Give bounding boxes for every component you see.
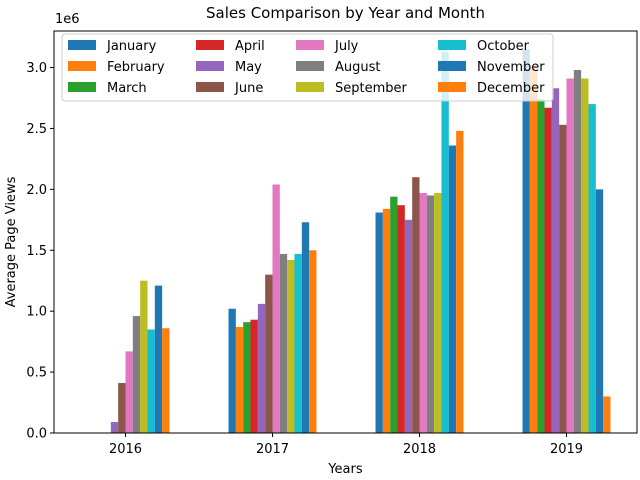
legend: January February March April May June July Augu…	[61, 33, 554, 102]
legend-swatch-august	[296, 61, 324, 71]
bar-april-2017	[250, 319, 258, 433]
bar-july-2019	[566, 78, 574, 433]
bar-april-2018	[397, 205, 405, 433]
bar-december-2019	[603, 396, 611, 433]
bar-january-2018	[375, 212, 383, 433]
bar-april-2019	[544, 107, 552, 433]
bar-november-2019	[595, 189, 604, 433]
bar-october-2019	[588, 104, 596, 433]
legend-label-april: April	[235, 39, 265, 54]
bar-october-2017	[294, 253, 302, 433]
axes-group: 0.0 0.5 1.0 1.5 2.0 2.5 3.0 2016 2017 2018 2019	[26, 30, 638, 457]
bar-november-2017	[301, 222, 310, 433]
legend-label-january: January	[106, 39, 157, 54]
x-tick-label: 2016	[109, 442, 142, 457]
bar-july-2016	[125, 351, 133, 433]
bar-august-2018	[426, 195, 435, 433]
bars-group	[110, 49, 611, 434]
legend-label-november: November	[477, 60, 545, 75]
bar-may-2019	[551, 88, 560, 433]
legend-swatch-december	[438, 82, 466, 92]
legend-swatch-october	[438, 40, 466, 50]
legend-swatch-may	[196, 61, 224, 71]
legend-label-june: June	[234, 81, 263, 96]
bar-december-2018	[456, 130, 464, 433]
bar-september-2019	[581, 78, 589, 433]
bar-february-2018	[382, 208, 391, 433]
bar-july-2018	[419, 193, 427, 433]
legend-label-october: October	[477, 39, 530, 54]
legend-label-september: September	[335, 81, 408, 96]
bar-august-2017	[279, 253, 288, 433]
bar-june-2019	[559, 124, 567, 434]
bar-august-2016	[132, 316, 141, 433]
legend-swatch-july	[296, 40, 324, 50]
y-tick-label: 2.5	[26, 122, 47, 137]
x-axis-label: Years	[327, 462, 363, 477]
bar-february-2017	[235, 327, 244, 433]
y-offset-text: 1e6	[55, 12, 80, 27]
legend-swatch-january	[68, 40, 96, 50]
bar-november-2016	[154, 285, 163, 433]
bar-june-2016	[118, 383, 126, 433]
legend-swatch-february	[68, 61, 96, 71]
bar-december-2017	[309, 250, 317, 433]
bar-september-2016	[140, 280, 148, 433]
y-tick-label: 3.0	[26, 61, 47, 76]
bar-august-2019	[573, 69, 582, 433]
bar-october-2018	[441, 51, 449, 434]
y-tick-label: 0.5	[26, 366, 47, 381]
y-tick-label: 1.0	[26, 305, 47, 320]
chart-title: Sales Comparison by Year and Month	[206, 4, 485, 22]
legend-label-may: May	[235, 60, 262, 75]
bar-september-2017	[287, 260, 295, 433]
bar-january-2017	[228, 308, 236, 433]
plot-frame	[53, 30, 638, 434]
bar-october-2016	[147, 329, 155, 433]
bar-may-2018	[404, 219, 413, 433]
bar-january-2019	[522, 49, 530, 434]
bar-november-2018	[448, 145, 457, 433]
bar-march-2017	[243, 322, 251, 433]
y-tick-label: 2.0	[26, 183, 47, 198]
legend-swatch-june	[196, 82, 224, 92]
bar-july-2017	[272, 184, 280, 433]
bar-september-2018	[434, 193, 442, 433]
bar-may-2017	[257, 303, 266, 433]
legend-label-august: August	[335, 60, 381, 75]
x-tick-label: 2018	[403, 442, 436, 457]
legend-label-december: December	[477, 81, 545, 96]
bar-june-2017	[265, 274, 273, 433]
bar-june-2018	[412, 177, 420, 433]
legend-swatch-september	[296, 82, 324, 92]
y-tick-label: 0.0	[26, 427, 47, 442]
legend-swatch-march	[68, 82, 96, 92]
y-axis-label: Average Page Views	[4, 176, 19, 307]
x-tick-label: 2017	[256, 442, 289, 457]
bar-february-2019	[529, 67, 538, 434]
legend-label-july: July	[334, 39, 359, 54]
bar-december-2016	[162, 328, 170, 433]
x-tick-label: 2019	[550, 442, 583, 457]
legend-label-march: March	[107, 81, 147, 96]
bar-march-2019	[537, 99, 545, 433]
y-tick-label: 1.5	[26, 244, 47, 259]
bar-may-2016	[110, 422, 119, 433]
legend-label-february: February	[107, 60, 165, 75]
bar-march-2018	[390, 196, 398, 433]
legend-swatch-november	[438, 61, 466, 71]
legend-swatch-april	[196, 40, 224, 50]
